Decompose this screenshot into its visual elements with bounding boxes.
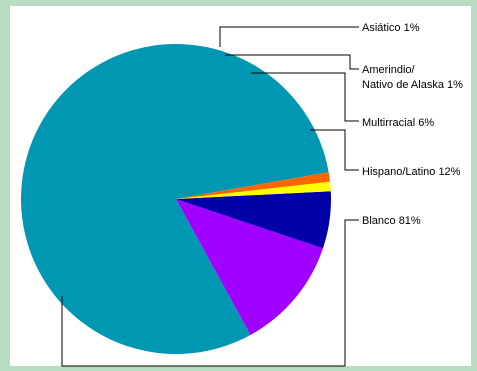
- pie-slice-amerindio-nativo-de-alaska: [176, 181, 331, 199]
- pie-slice-hispano-latino: [176, 199, 323, 335]
- pie-slice-multirracial: [176, 191, 332, 249]
- slice-label: Asiático 1%: [362, 22, 420, 34]
- pie-slice-blanco: [21, 43, 329, 354]
- slice-label: Hispano/Latino 12%: [362, 166, 461, 178]
- callout-0: Asiático 1%: [219, 22, 420, 47]
- callout-4: Blanco 81%: [61, 215, 421, 367]
- slice-label: Multirracial 6%: [362, 117, 434, 129]
- callout-1: Amerindio/Nativo de Alaska 1%: [225, 54, 463, 91]
- leader-line: [225, 54, 359, 70]
- leader-line: [61, 219, 359, 367]
- callout-2: Multirracial 6%: [251, 72, 434, 129]
- leader-line: [310, 129, 359, 171]
- pie-slice-asi-tico: [176, 172, 331, 199]
- callout-3: Hispano/Latino 12%: [310, 129, 461, 178]
- slice-label: Amerindio/: [362, 64, 416, 76]
- leader-line: [219, 26, 359, 47]
- leader-line: [251, 72, 359, 122]
- slice-label: Blanco 81%: [362, 215, 421, 227]
- slice-label: Nativo de Alaska 1%: [362, 79, 463, 91]
